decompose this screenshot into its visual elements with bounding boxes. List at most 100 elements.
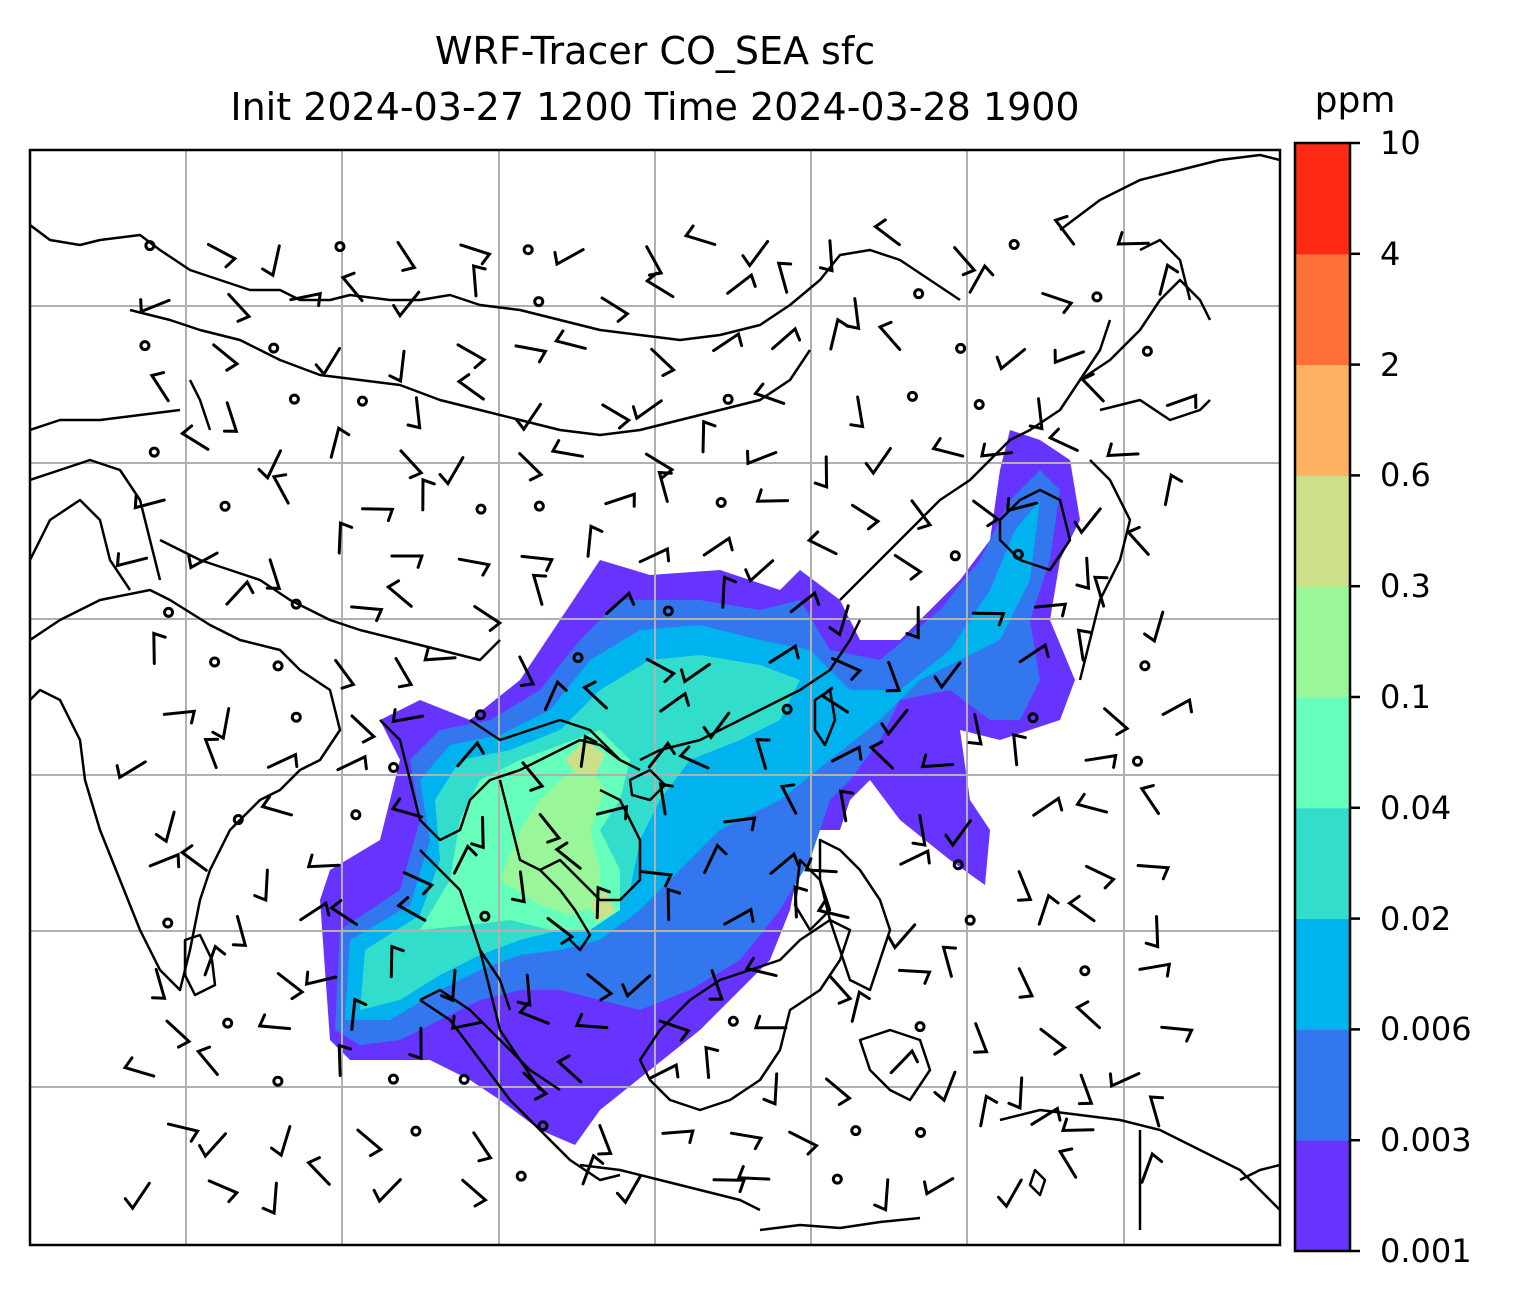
wind-barb bbox=[597, 1124, 613, 1156]
wind-barb bbox=[828, 604, 850, 637]
wind-barb bbox=[306, 853, 341, 869]
wind-barb bbox=[741, 240, 770, 269]
wind-barb bbox=[257, 449, 282, 481]
wind-barb bbox=[389, 944, 405, 979]
calm-wind-circle bbox=[949, 550, 961, 562]
calm-wind-circle bbox=[232, 814, 244, 826]
wind-barb bbox=[755, 738, 771, 770]
wind-barb bbox=[270, 1125, 292, 1158]
wind-barb bbox=[456, 740, 485, 768]
wind-barb bbox=[531, 573, 548, 606]
wind-barb bbox=[723, 816, 757, 832]
wind-barb bbox=[1092, 575, 1109, 608]
wind-barb bbox=[831, 745, 863, 763]
wind-barb bbox=[910, 499, 933, 530]
wind-barbs bbox=[115, 214, 1198, 1216]
wind-barb bbox=[979, 442, 1014, 458]
wind-barb bbox=[461, 1178, 488, 1208]
wind-barb bbox=[328, 899, 358, 926]
wind-barb bbox=[473, 605, 503, 632]
wind-barb bbox=[1075, 556, 1091, 591]
wind-barb bbox=[1138, 962, 1172, 978]
colorbar-segment bbox=[1295, 807, 1350, 920]
wind-barb bbox=[769, 851, 800, 875]
wind-barb bbox=[771, 326, 802, 351]
calm-wind-circle bbox=[522, 244, 534, 256]
wind-barb bbox=[726, 272, 757, 295]
wind-barb bbox=[350, 714, 377, 744]
wind-barb bbox=[639, 870, 674, 888]
wind-barb bbox=[1039, 1027, 1068, 1056]
wind-barb bbox=[1160, 1025, 1194, 1043]
wind-barb bbox=[390, 554, 424, 569]
wind-barb bbox=[459, 243, 492, 266]
wind-barb bbox=[753, 382, 786, 405]
map-title-line2: Init 2024-03-27 1200 Time 2024-03-28 190… bbox=[230, 85, 1080, 129]
wind-barb bbox=[581, 1153, 605, 1186]
wind-barb bbox=[166, 1122, 200, 1143]
calm-wind-circle bbox=[290, 598, 302, 610]
wind-barb bbox=[408, 1026, 423, 1061]
colorbar-tick-label: 0.04 bbox=[1380, 788, 1452, 827]
colorbar-segment bbox=[1295, 586, 1350, 698]
calm-wind-circle bbox=[139, 340, 151, 352]
calm-wind-circle bbox=[162, 917, 174, 929]
wind-barb bbox=[638, 546, 671, 564]
wind-barb bbox=[154, 810, 176, 844]
wind-barb bbox=[721, 575, 738, 609]
wind-barb bbox=[179, 844, 208, 872]
wind-barb bbox=[744, 559, 775, 584]
wind-barb bbox=[604, 492, 636, 508]
wind-barb bbox=[779, 783, 798, 815]
wind-barb bbox=[394, 657, 414, 689]
wind-barb bbox=[995, 348, 1027, 371]
calm-wind-circle bbox=[1131, 755, 1143, 767]
wind-barb bbox=[1148, 1095, 1165, 1128]
wind-barb bbox=[546, 917, 575, 945]
coastlines-and-borders bbox=[30, 153, 1280, 1232]
wind-barb bbox=[979, 1093, 999, 1128]
wind-barb bbox=[456, 343, 487, 370]
calm-wind-circle bbox=[148, 446, 160, 458]
wind-barb bbox=[1143, 610, 1165, 644]
wind-barb bbox=[1006, 497, 1039, 513]
map-frame bbox=[28, 148, 1282, 1247]
wind-barb bbox=[898, 968, 932, 985]
wind-barb bbox=[830, 657, 863, 681]
wind-barb bbox=[472, 1131, 493, 1163]
calm-wind-circle bbox=[474, 709, 486, 721]
wind-barb bbox=[305, 1156, 331, 1186]
wind-barb bbox=[923, 1177, 955, 1197]
wind-barb bbox=[260, 795, 293, 817]
calm-wind-circle bbox=[533, 296, 545, 308]
wind-barb bbox=[829, 317, 850, 351]
wind-barb bbox=[746, 449, 778, 466]
colorbar bbox=[1293, 141, 1360, 1253]
calm-wind-circle bbox=[272, 1075, 284, 1087]
wind-barb bbox=[517, 1001, 550, 1025]
calm-wind-circle bbox=[479, 910, 491, 922]
wind-barb bbox=[522, 1071, 549, 1101]
wind-barb bbox=[271, 473, 290, 505]
wind-barb bbox=[845, 297, 861, 331]
wind-barb bbox=[744, 956, 778, 978]
wind-barb bbox=[683, 224, 717, 246]
wind-barb bbox=[793, 884, 809, 919]
wind-barb bbox=[1016, 870, 1033, 902]
wind-barb bbox=[579, 734, 598, 768]
wind-barb bbox=[838, 789, 854, 823]
wind-barb bbox=[212, 343, 240, 372]
wind-barb bbox=[520, 554, 555, 572]
wind-barb bbox=[1030, 1106, 1062, 1126]
wind-barb bbox=[452, 843, 478, 875]
wind-barb bbox=[350, 997, 368, 1031]
wind-barb bbox=[521, 761, 545, 792]
colorbar-segment bbox=[1295, 697, 1350, 809]
wind-barb bbox=[1076, 628, 1092, 662]
wind-barb bbox=[586, 973, 614, 1002]
wind-barb bbox=[165, 1019, 192, 1049]
wind-barb bbox=[438, 456, 465, 487]
wind-barb bbox=[753, 1014, 788, 1030]
wind-barb bbox=[329, 425, 351, 459]
wind-barb bbox=[905, 605, 920, 640]
